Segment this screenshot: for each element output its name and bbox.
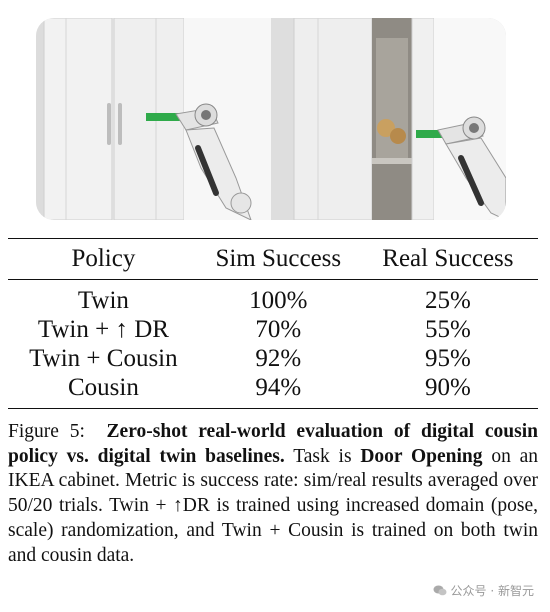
cell-sim: 100% [249,287,308,314]
header-real-success: Real Success [382,245,514,272]
header-sim-success: Sim Success [215,245,342,272]
cell-real: 90% [424,374,471,401]
table-row: Twin 100% 25% [8,280,538,316]
figure-caption: Figure 5: Zero-shot real-world evaluatio… [8,420,538,568]
cell-sim: 94% [255,374,302,401]
table-row: Twin + Cousin 92% 95% [8,344,538,373]
table-row: Twin + ↑ DR 70% 55% [8,315,538,344]
cell-policy: Cousin [67,374,139,401]
robot-cabinet-illustration [36,18,506,220]
table-row: Cousin 94% 90% [8,373,538,409]
results-table: Policy Sim Success Real Success Twin 100… [8,238,538,409]
caption-text-2: on an IKEA cabinet. Metric is success ra… [8,445,539,566]
table-header-row: Policy Sim Success Real Success [8,238,538,280]
cell-real: 25% [424,287,471,314]
caption-label: Figure 5: [8,421,85,442]
cell-sim: 70% [255,316,302,343]
results-table-wrapper: Policy Sim Success Real Success Twin 100… [8,238,538,409]
cell-policy: Twin [77,287,129,314]
cell-real: 55% [424,316,471,343]
header-policy: Policy [71,245,136,272]
cell-real: 95% [424,345,471,372]
watermark: 公众号 · 新智元 [428,581,538,600]
robot-photo-strip [36,18,506,220]
wechat-icon [433,585,447,596]
cell-policy: Twin + Cousin [29,345,178,372]
caption-text-1: Task is [284,445,361,467]
watermark-text: 公众号 · 新智元 [450,584,534,598]
caption-bold-task: Door Opening [360,445,483,467]
cell-sim: 92% [255,345,302,372]
caption-bold-title: Zero-shot real-world evaluation of digit… [8,421,538,467]
cell-policy: Twin + ↑ DR [37,316,169,343]
